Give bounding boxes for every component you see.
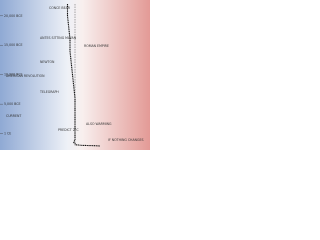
chart: 20,000 BCE 15,000 BCE 10,000 BCE 5,000 BCE 1… [0,0,150,150]
annotation: CONCE BEAR [49,6,71,10]
annotation: AMERICAN REVOLUTION [6,74,45,78]
temperature-line [66,4,101,147]
annotation: ALSO WARMING [86,122,112,126]
annotation: ROMAN EMPIRE [84,44,109,48]
annotation: TELEGRAPH [39,90,59,94]
annotation: ANTES SITTING MAYAN [40,36,77,40]
y-tick-label: 20,000 BCE [4,14,23,18]
y-tick-label: 10,000 BCE [4,73,23,77]
y-tick-label: 1 CE [4,132,11,136]
annotation: IF NOTHING CHANGES [108,138,144,142]
annotation: NEWTON [40,60,55,64]
y-tick-label: 5,000 BCE [4,102,21,106]
annotation: PREDICT 2°C [58,128,79,132]
annotation: CURRENT [6,114,21,118]
y-tick-label: 15,000 BCE [4,43,23,47]
